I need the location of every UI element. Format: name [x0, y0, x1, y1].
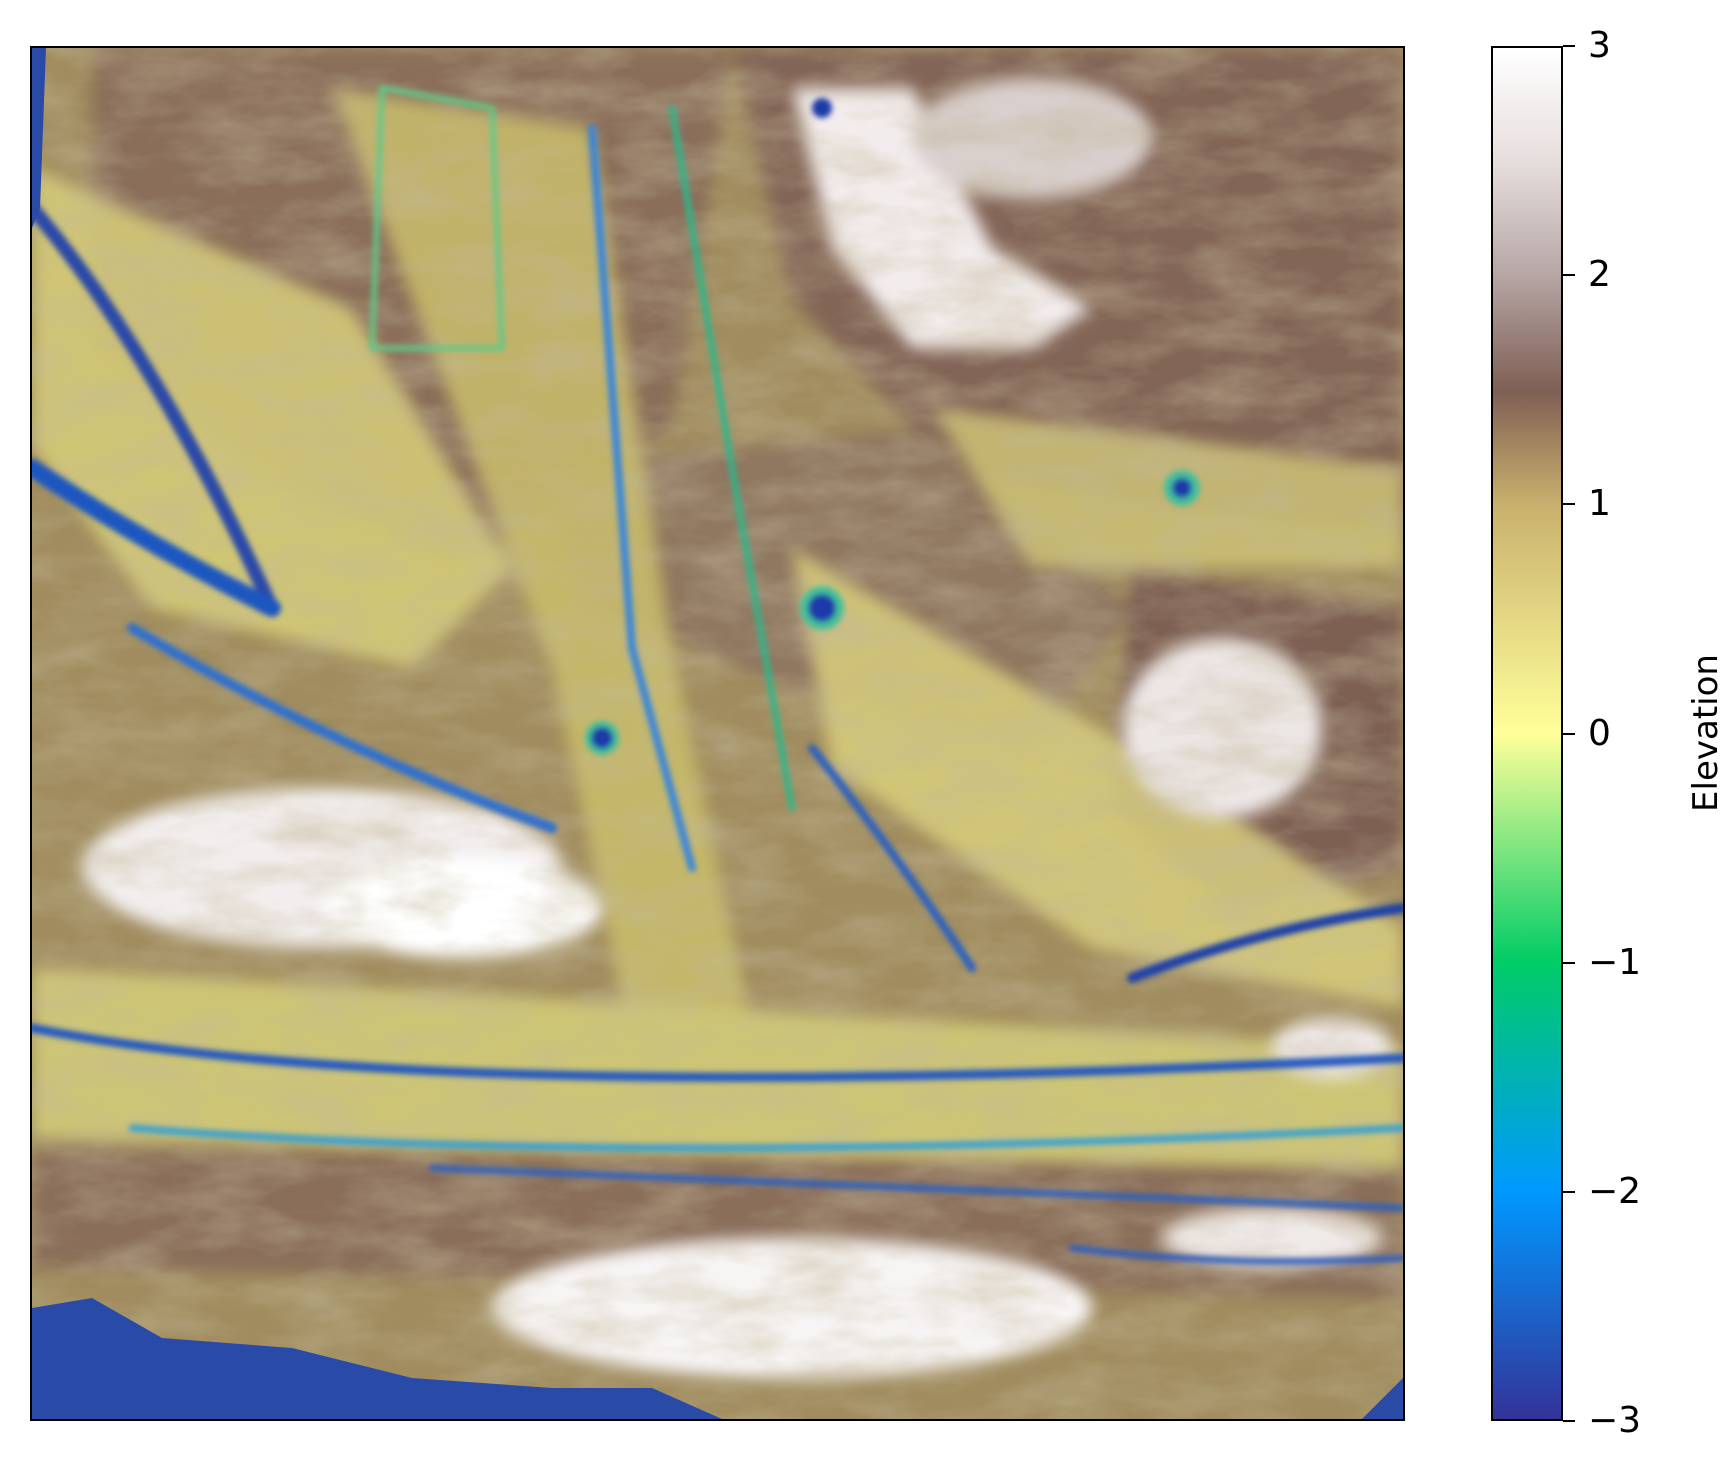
colorbar-tick-label: −3	[1588, 1400, 1642, 1441]
elevation-map	[30, 46, 1405, 1421]
colorbar-tick	[1563, 1420, 1575, 1422]
colorbar-tick	[1563, 732, 1575, 735]
sea-area	[32, 1298, 722, 1419]
low-valleys	[32, 85, 1403, 1265]
colorbar-tick-label: 3	[1588, 25, 1611, 66]
colorbar-tick	[1563, 274, 1575, 277]
colorbar-tick-label: −2	[1588, 1170, 1642, 1212]
elevation-raster	[32, 48, 1403, 1419]
colorbar-label: Elevation	[1686, 654, 1726, 812]
colorbar-tick-label: 0	[1588, 712, 1611, 754]
colorbar-tick-label: 1	[1588, 483, 1611, 525]
colorbar	[1491, 46, 1563, 1421]
sea-edge	[32, 48, 46, 228]
sea-corner	[1362, 1378, 1403, 1419]
colorbar-tick	[1563, 45, 1575, 47]
colorbar-tick	[1563, 503, 1575, 506]
colorbar-tick-label: −1	[1588, 941, 1642, 983]
colorbar-tick-label: 2	[1588, 254, 1611, 296]
terrain-texture	[32, 48, 1403, 1419]
colorbar-tick	[1563, 961, 1575, 964]
colorbar-tick	[1563, 1190, 1575, 1193]
